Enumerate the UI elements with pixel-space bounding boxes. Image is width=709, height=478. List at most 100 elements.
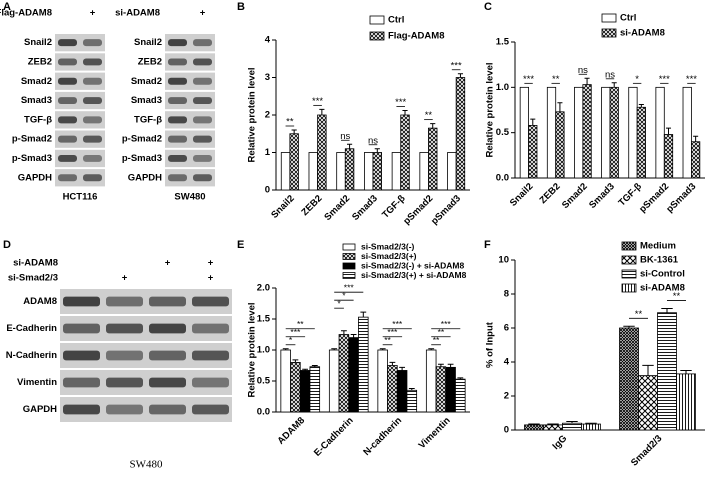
blot-band (193, 39, 212, 47)
row-label: p-Smad3 (12, 153, 52, 164)
treatment-label: Flag-ADAM8 (0, 8, 52, 19)
blot-band (149, 404, 186, 415)
sig-label: ** (635, 309, 643, 320)
error-bar (389, 361, 396, 366)
legend-swatch (342, 272, 356, 279)
blot-strip (165, 34, 215, 52)
x-tick-label: Smad2 (322, 193, 352, 223)
blot-band (58, 77, 77, 85)
legend-swatch (342, 262, 356, 270)
panel-letter: C (484, 1, 492, 13)
error-bar (665, 127, 672, 135)
treatment-mark: + (208, 273, 214, 284)
legend-label: si-Smad2/3(+) (361, 251, 417, 261)
sig-label: * (289, 335, 293, 345)
sig-label: *** (686, 74, 697, 85)
row-label: ADAM8 (23, 296, 57, 307)
blot-band (58, 39, 77, 47)
bar (308, 152, 318, 191)
bar (372, 152, 382, 191)
blot-band (58, 116, 77, 124)
bar (636, 106, 646, 179)
x-tick-label: Smad3 (350, 193, 380, 223)
error-bar (642, 364, 654, 376)
blot-band (149, 296, 186, 307)
sig-label: ns (340, 131, 350, 142)
row-label: p-Smad2 (122, 134, 162, 145)
panel-letter: D (3, 239, 11, 251)
y-tick-label: 10 (498, 255, 509, 266)
row-label: TGF-β (24, 114, 52, 125)
blot-band (192, 296, 229, 307)
sig-label: *** (659, 74, 670, 85)
bar (655, 86, 665, 179)
legend-swatch (342, 253, 356, 260)
blot-band (168, 174, 187, 182)
error-bar (319, 108, 325, 115)
x-tick-label: N-cadherin (361, 415, 404, 458)
y-tick-label: 1.5 (257, 314, 271, 325)
error-bar (428, 348, 435, 350)
error-bar (528, 423, 540, 425)
error-bar (437, 363, 444, 367)
error-bar (430, 123, 436, 129)
blot-band (193, 154, 212, 162)
blot-band (193, 97, 212, 105)
blot-band (83, 116, 102, 124)
sig-label: * (635, 74, 639, 85)
sig-label: *** (395, 97, 406, 108)
bar (447, 152, 457, 191)
row-label: GAPDH (23, 404, 57, 415)
blot-strip (165, 111, 215, 129)
error-bar (457, 377, 464, 380)
panel-letter: B (237, 1, 245, 13)
bar (348, 337, 359, 413)
treatment-label: si-Smad2/3 (8, 273, 58, 284)
sig-label: * (337, 298, 341, 308)
error-bar (566, 421, 578, 424)
legend-label: Ctrl (620, 13, 636, 24)
panel-letter: F (484, 239, 491, 251)
sig-label: ** (425, 110, 433, 121)
legend-label: Medium (640, 241, 676, 252)
bar (396, 370, 408, 413)
blot-band (168, 39, 187, 47)
bar (309, 366, 321, 413)
bar (609, 86, 619, 179)
legend-swatch (369, 15, 385, 25)
blot-band (83, 77, 102, 85)
bar (435, 366, 447, 413)
row-label: p-Smad2 (12, 134, 52, 145)
sig-label: ** (384, 335, 391, 345)
bar (406, 389, 418, 413)
bar (364, 152, 374, 191)
bar (455, 378, 466, 413)
bar (519, 86, 529, 179)
blot-band (63, 350, 100, 361)
sig-label: ** (552, 74, 560, 85)
row-label: Smad2 (131, 76, 162, 87)
legend-swatch (621, 241, 637, 251)
error-bar (311, 365, 318, 367)
blot-band (168, 135, 187, 143)
x-tick-label: pSmad3 (429, 193, 463, 227)
y-tick-label: 0 (265, 185, 270, 196)
y-tick-label: 4 (504, 357, 510, 368)
sig-label: ** (433, 335, 440, 345)
blot-band (149, 377, 186, 388)
legend-label: Flag-ADAM8 (388, 31, 444, 42)
y-tick-label: 1.5 (496, 37, 510, 48)
blot-strip (55, 149, 105, 168)
y-tick-label: 3 (265, 72, 270, 83)
x-tick-label: pSmad2 (401, 193, 435, 227)
row-label: TGF-β (134, 114, 162, 125)
blot-band (63, 377, 100, 388)
error-bar (611, 82, 617, 88)
blot-band (106, 350, 143, 361)
error-bar (585, 422, 597, 425)
sig-label: ** (673, 291, 681, 302)
blot-band (168, 77, 187, 85)
x-tick-label: IgG (550, 433, 569, 452)
panel-letter: E (237, 239, 244, 251)
